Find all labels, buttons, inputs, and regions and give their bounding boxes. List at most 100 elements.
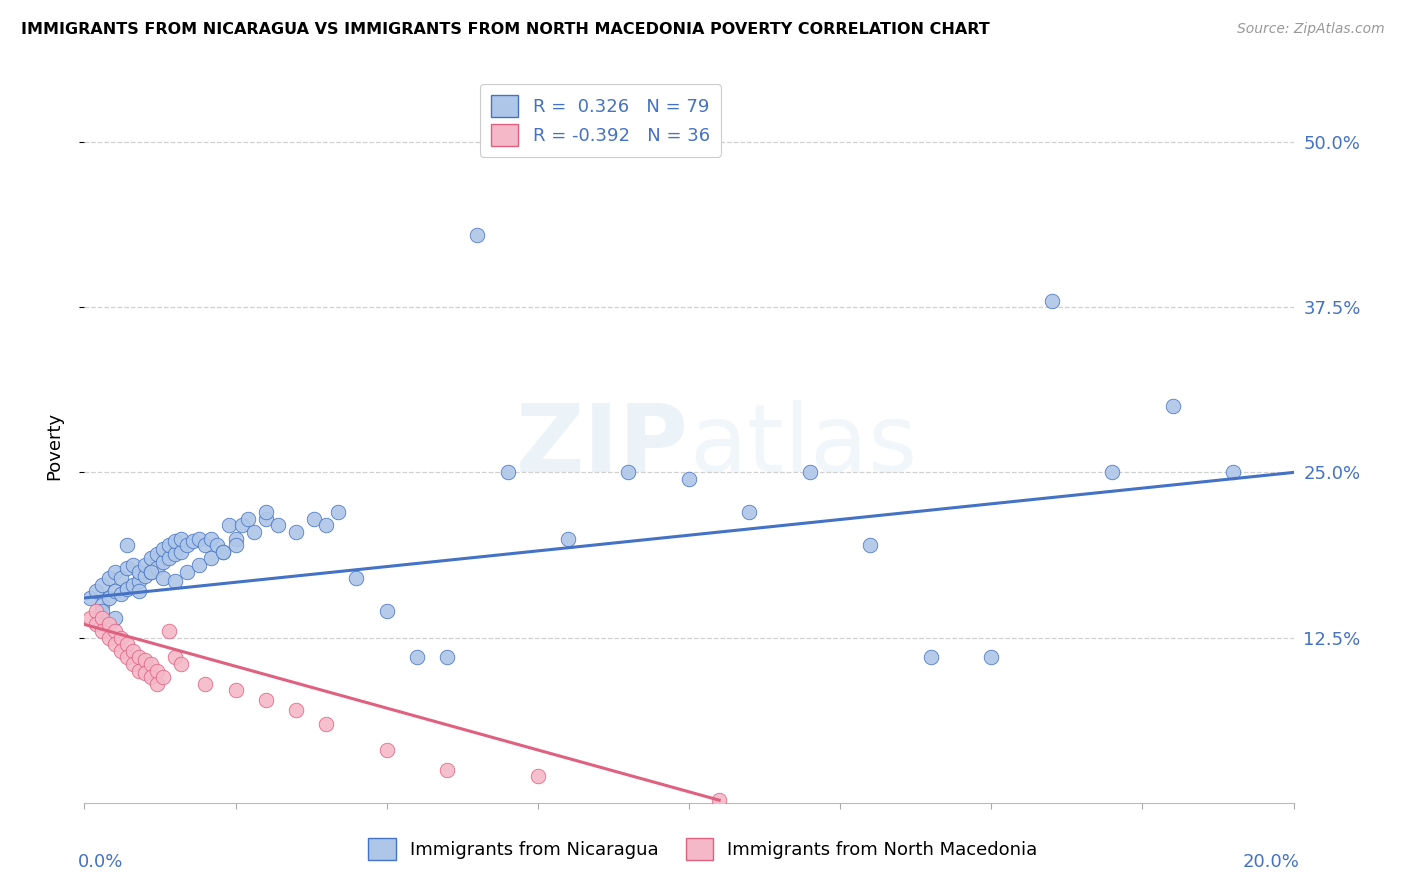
Point <box>152 571 174 585</box>
Point <box>496 466 519 480</box>
Point <box>152 670 174 684</box>
Point <box>146 547 169 561</box>
Text: atlas: atlas <box>689 400 917 492</box>
Point <box>218 518 240 533</box>
Point <box>212 545 235 559</box>
Point <box>97 571 120 585</box>
Point <box>254 692 277 706</box>
Point <box>285 524 308 539</box>
Point <box>188 558 211 572</box>
Point <box>115 650 138 665</box>
Text: ZIP: ZIP <box>516 400 689 492</box>
Point <box>1101 466 1123 480</box>
Point <box>302 511 325 525</box>
Point <box>181 534 204 549</box>
Point <box>225 532 247 546</box>
Point <box>236 511 259 525</box>
Point <box>738 505 761 519</box>
Point <box>79 591 101 605</box>
Point <box>157 538 180 552</box>
Point <box>128 584 150 599</box>
Point <box>79 611 101 625</box>
Text: 0.0%: 0.0% <box>79 853 124 871</box>
Point <box>91 598 114 612</box>
Point <box>436 650 458 665</box>
Point <box>128 650 150 665</box>
Point <box>709 793 731 807</box>
Legend: R =  0.326   N = 79, R = -0.392   N = 36: R = 0.326 N = 79, R = -0.392 N = 36 <box>481 84 721 157</box>
Point <box>1040 293 1063 308</box>
Point <box>91 611 114 625</box>
Point <box>176 538 198 552</box>
Point <box>97 591 120 605</box>
Point <box>115 637 138 651</box>
Point <box>242 524 264 539</box>
Point <box>212 545 235 559</box>
Point <box>200 551 222 566</box>
Point <box>110 644 132 658</box>
Point <box>91 578 114 592</box>
Point <box>200 532 222 546</box>
Point <box>121 558 143 572</box>
Point <box>86 604 108 618</box>
Point <box>134 666 156 681</box>
Point <box>139 657 162 671</box>
Point <box>527 769 550 783</box>
Point <box>557 532 579 546</box>
Point <box>194 538 217 552</box>
Point <box>207 538 229 552</box>
Point <box>139 551 162 566</box>
Point <box>231 518 253 533</box>
Point <box>617 466 640 480</box>
Point <box>920 650 942 665</box>
Point <box>170 532 193 546</box>
Point <box>121 657 143 671</box>
Point <box>97 631 120 645</box>
Point <box>859 538 882 552</box>
Point <box>104 637 127 651</box>
Point <box>165 650 187 665</box>
Y-axis label: Poverty: Poverty <box>45 412 63 480</box>
Point <box>146 677 169 691</box>
Point <box>315 716 337 731</box>
Point <box>104 611 127 625</box>
Point <box>436 763 458 777</box>
Point <box>139 670 162 684</box>
Point <box>170 545 193 559</box>
Point <box>134 653 156 667</box>
Point <box>375 604 398 618</box>
Text: Source: ZipAtlas.com: Source: ZipAtlas.com <box>1237 22 1385 37</box>
Point <box>128 574 150 588</box>
Point <box>110 631 132 645</box>
Point <box>285 703 308 717</box>
Point <box>375 743 398 757</box>
Point <box>328 505 350 519</box>
Point <box>86 617 108 632</box>
Point <box>121 578 143 592</box>
Point <box>467 227 489 242</box>
Point <box>110 587 132 601</box>
Point <box>165 534 187 549</box>
Point <box>980 650 1002 665</box>
Point <box>176 565 198 579</box>
Point <box>152 542 174 557</box>
Point <box>104 565 127 579</box>
Point <box>97 617 120 632</box>
Point <box>146 664 169 678</box>
Point <box>146 560 169 574</box>
Point <box>134 558 156 572</box>
Point <box>267 518 290 533</box>
Point <box>104 624 127 638</box>
Point <box>406 650 429 665</box>
Point <box>165 574 187 588</box>
Point <box>165 547 187 561</box>
Point <box>194 677 217 691</box>
Point <box>139 565 162 579</box>
Point <box>188 532 211 546</box>
Point <box>128 664 150 678</box>
Point <box>86 584 108 599</box>
Point <box>110 571 132 585</box>
Text: IMMIGRANTS FROM NICARAGUA VS IMMIGRANTS FROM NORTH MACEDONIA POVERTY CORRELATION: IMMIGRANTS FROM NICARAGUA VS IMMIGRANTS … <box>21 22 990 37</box>
Point <box>170 657 193 671</box>
Point <box>152 555 174 569</box>
